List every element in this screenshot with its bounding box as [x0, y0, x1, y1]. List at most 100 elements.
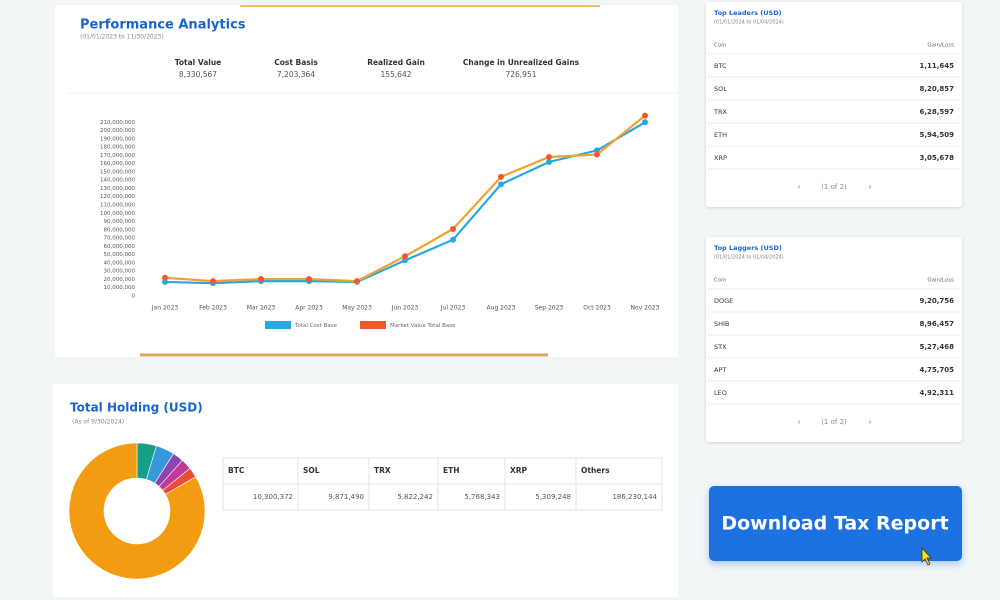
table-header: ETH — [443, 466, 460, 475]
y-tick-label: 20,000,000 — [104, 277, 136, 283]
title: Total Holding (USD) — [70, 401, 203, 415]
stat-value: 726,951 — [505, 70, 536, 79]
coin: SHIB — [714, 320, 729, 328]
col-header: Gain/Loss — [927, 278, 954, 284]
data-point — [258, 276, 264, 283]
data-point — [498, 173, 504, 180]
table-title: Top Leaders (USD) — [714, 9, 782, 17]
y-tick-label: 0 — [132, 294, 136, 300]
data-point — [402, 253, 408, 260]
x-tick-label: Feb 2023 — [199, 305, 227, 312]
next-arrow[interactable]: › — [868, 183, 872, 193]
table-cell: 9,871,490 — [328, 493, 364, 501]
y-tick-label: 130,000,000 — [100, 186, 135, 192]
data-point — [450, 225, 456, 232]
data-point — [210, 278, 216, 285]
data-point — [402, 257, 408, 264]
x-tick-label: Oct 2023 — [583, 305, 611, 312]
table-header: Others — [581, 466, 610, 475]
table-header: SOL — [303, 466, 320, 475]
y-tick-label: 180,000,000 — [100, 145, 135, 151]
gain-loss: 5,94,509 — [919, 131, 954, 139]
gain-loss: 3,05,678 — [919, 154, 954, 162]
x-tick-label: Nov 2023 — [631, 305, 660, 312]
data-point — [306, 276, 312, 283]
button-label[interactable]: Download Tax Report — [721, 513, 948, 535]
next-arrow[interactable]: › — [868, 418, 872, 428]
y-tick-label: 140,000,000 — [100, 178, 135, 184]
gain-loss: 6,28,597 — [919, 108, 954, 116]
legend-swatch — [360, 321, 386, 329]
coin: XRP — [714, 154, 727, 162]
y-tick-label: 120,000,000 — [100, 194, 135, 200]
gain-loss: 4,92,311 — [919, 389, 954, 397]
table-cell: 5,822,242 — [397, 493, 433, 501]
donut-slice — [68, 442, 206, 580]
legend-label: Market Value Total Base — [390, 323, 456, 329]
table-subtitle: (01/01/2024 to 01/04/2024) — [714, 20, 784, 26]
table-header: BTC — [228, 466, 245, 475]
data-point — [642, 112, 648, 119]
y-tick-label: 160,000,000 — [100, 161, 135, 167]
coin: APT — [714, 366, 726, 374]
gain-loss: 8,96,457 — [919, 320, 954, 328]
table-cell: 186,230,144 — [612, 493, 657, 501]
x-tick-label: Mar 2023 — [247, 305, 276, 312]
pagination: (1 of 2) — [821, 183, 847, 191]
y-tick-label: 80,000,000 — [104, 227, 136, 233]
y-tick-label: 50,000,000 — [104, 252, 136, 258]
x-tick-label: Jan 2023 — [151, 305, 179, 312]
data-point — [546, 158, 552, 165]
data-point — [354, 278, 360, 285]
stat-value: 7,203,364 — [277, 70, 315, 79]
x-tick-label: May 2023 — [342, 305, 372, 312]
coin: TRX — [713, 108, 727, 116]
laggers-card — [706, 237, 962, 442]
stat-value: 155,642 — [380, 70, 411, 79]
y-tick-label: 90,000,000 — [104, 219, 136, 225]
subtitle: (As of 9/30/2024) — [72, 419, 124, 426]
table-header: XRP — [510, 466, 528, 475]
data-point — [594, 147, 600, 154]
table-header: TRX — [374, 466, 391, 475]
prev-arrow[interactable]: ‹ — [797, 418, 801, 428]
table-cell: 5,309,248 — [535, 493, 571, 501]
legend-swatch — [265, 321, 291, 329]
subtitle: (01/01/2023 to 11/30/2023) — [80, 34, 164, 41]
stat-label: Change in Unrealized Gains — [463, 58, 580, 67]
y-tick-label: 200,000,000 — [100, 128, 135, 134]
gain-loss: 8,20,857 — [919, 85, 954, 93]
coin: BTC — [714, 62, 727, 70]
x-tick-label: Aug 2023 — [487, 305, 516, 312]
x-tick-label: Jun 2023 — [391, 305, 419, 312]
y-tick-label: 70,000,000 — [104, 236, 136, 242]
table-cell: 10,300,372 — [253, 493, 293, 501]
coin: LEO — [714, 389, 727, 397]
data-point — [642, 119, 648, 126]
download-button[interactable] — [709, 486, 962, 561]
gain-loss: 4,75,705 — [919, 366, 954, 374]
gain-loss: 9,20,756 — [919, 297, 954, 305]
data-point — [546, 154, 552, 161]
table-cell: 5,768,343 — [464, 493, 500, 501]
gain-loss: 1,11,645 — [919, 62, 954, 70]
coin: ETH — [714, 131, 727, 139]
pagination: (1 of 2) — [821, 418, 847, 426]
y-tick-label: 30,000,000 — [104, 269, 136, 275]
performance-card — [55, 5, 678, 357]
prev-arrow[interactable]: ‹ — [797, 183, 801, 193]
leaders-card — [706, 2, 962, 207]
x-tick-label: Apr 2023 — [295, 305, 323, 312]
y-tick-label: 60,000,000 — [104, 244, 136, 250]
data-point — [162, 274, 168, 281]
coin: STX — [714, 343, 727, 351]
col-header: Coin — [714, 278, 727, 284]
y-tick-label: 110,000,000 — [100, 203, 135, 209]
table-title: Top Laggers (USD) — [714, 244, 782, 252]
y-tick-label: 210,000,000 — [100, 120, 135, 126]
y-tick-label: 40,000,000 — [104, 260, 136, 266]
table-subtitle: (01/01/2024 to 01/04/2024) — [714, 255, 784, 261]
data-point — [162, 278, 168, 285]
